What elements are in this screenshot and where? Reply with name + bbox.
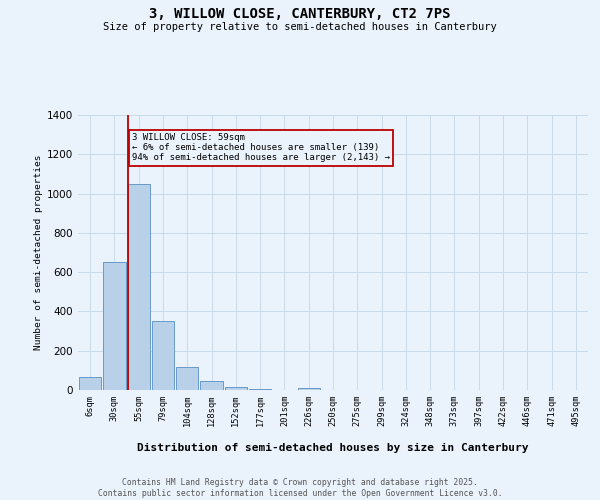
Bar [79,377,101,390]
Y-axis label: Number of semi-detached properties: Number of semi-detached properties [34,155,43,350]
Text: 3, WILLOW CLOSE, CANTERBURY, CT2 7PS: 3, WILLOW CLOSE, CANTERBURY, CT2 7PS [149,8,451,22]
Bar [200,381,223,390]
Text: 3 WILLOW CLOSE: 59sqm
← 6% of semi-detached houses are smaller (139)
94% of semi: 3 WILLOW CLOSE: 59sqm ← 6% of semi-detac… [132,132,390,162]
Bar [128,184,150,390]
Bar [152,322,174,390]
Text: Size of property relative to semi-detached houses in Canterbury: Size of property relative to semi-detach… [103,22,497,32]
Text: Contains HM Land Registry data © Crown copyright and database right 2025.
Contai: Contains HM Land Registry data © Crown c… [98,478,502,498]
Bar [249,389,271,390]
Bar [224,387,247,390]
Bar [176,368,199,390]
Bar [103,262,125,390]
Bar [298,388,320,390]
Text: Distribution of semi-detached houses by size in Canterbury: Distribution of semi-detached houses by … [137,442,529,452]
